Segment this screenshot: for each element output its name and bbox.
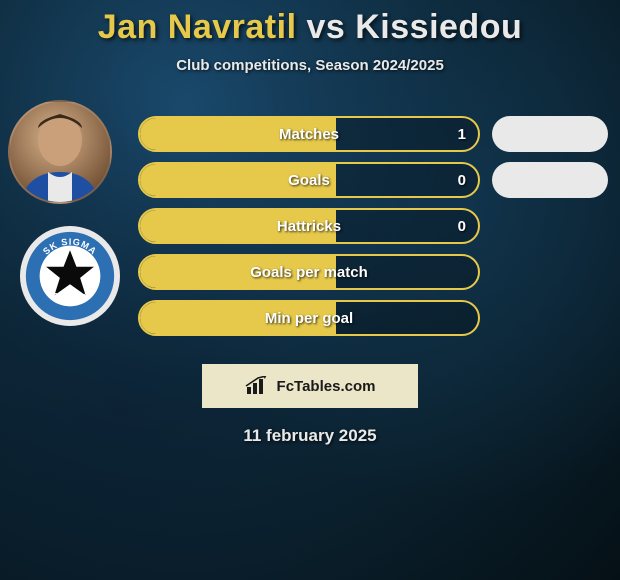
stat-row-goals-per-match: Goals per match [138,254,480,290]
chart-icon [245,376,271,396]
left-column: SK SIGMA OLOMOUC a.s. [8,100,118,326]
stat-value: 1 [458,118,466,150]
stats-area: SK SIGMA OLOMOUC a.s. Matches 1 Goals 0 [0,106,620,356]
subtitle: Club competitions, Season 2024/2025 [0,57,620,74]
player2-pills [492,116,608,208]
player1-avatar [8,100,112,204]
player2-name: Kissiedou [355,8,522,46]
attribution-box: FcTables.com [202,364,418,408]
content-root: Jan Navratil vs Kissiedou Club competiti… [0,0,620,580]
attribution-text: FcTables.com [277,378,376,395]
stat-value: 0 [458,210,466,242]
stat-label: Matches [140,118,478,150]
stat-label: Hattricks [140,210,478,242]
player1-club-crest: SK SIGMA OLOMOUC a.s. [20,226,120,326]
stat-row-min-per-goal: Min per goal [138,300,480,336]
player1-name: Jan Navratil [98,8,297,46]
player2-pill-matches [492,116,608,152]
stat-row-matches: Matches 1 [138,116,480,152]
stat-row-hattricks: Hattricks 0 [138,208,480,244]
footer-date: 11 february 2025 [0,426,620,446]
stat-rows: Matches 1 Goals 0 Hattricks 0 Goals per … [138,116,480,346]
stat-label: Goals [140,164,478,196]
player2-pill-goals [492,162,608,198]
stat-row-goals: Goals 0 [138,162,480,198]
avatar-placeholder-icon [10,102,110,202]
stat-label: Goals per match [140,256,478,288]
page-title: Jan Navratil vs Kissiedou [0,0,620,47]
vs-label: vs [306,8,345,46]
stat-value: 0 [458,164,466,196]
stat-label: Min per goal [140,302,478,334]
crest-icon: SK SIGMA OLOMOUC a.s. [24,230,116,322]
